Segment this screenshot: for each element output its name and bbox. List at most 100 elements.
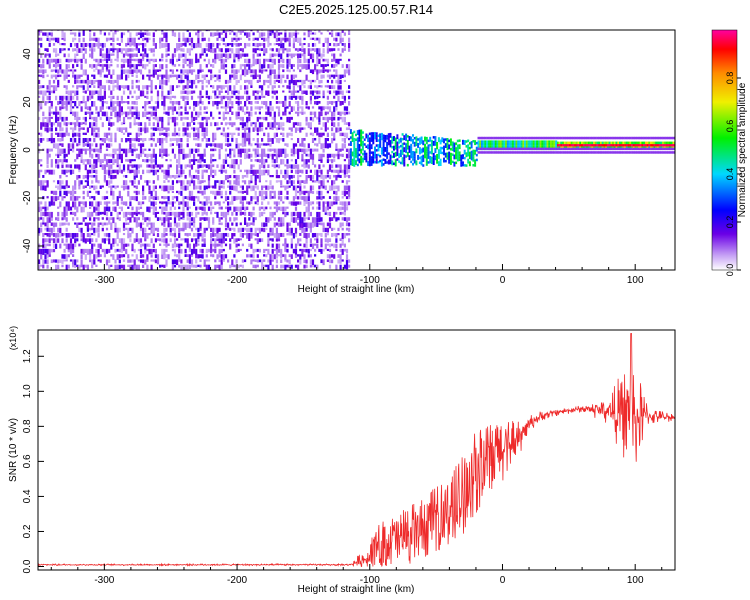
heatmap-cell [235, 90, 238, 93]
heatmap-cell [256, 58, 259, 65]
heatmap-cell [282, 90, 285, 93]
heatmap-cell [275, 259, 278, 264]
heatmap-cell [314, 111, 317, 118]
heatmap-cell [163, 222, 166, 227]
heatmap-cell [63, 48, 66, 51]
heatmap-cell [65, 169, 68, 174]
heatmap-cell [142, 48, 145, 52]
heatmap-cell [55, 132, 58, 135]
heatmap-cell [93, 69, 96, 72]
heatmap-cell [280, 190, 283, 195]
heatmap-cell [122, 169, 126, 172]
heatmap-cell [122, 127, 126, 130]
heatmap-cell [322, 143, 325, 149]
heatmap-cell [286, 53, 289, 58]
heatmap-cell [118, 101, 121, 107]
heatmap-cell [112, 53, 115, 56]
heatmap-cell [38, 64, 41, 68]
heatmap-cell [69, 111, 73, 115]
heatmap-cell [197, 32, 200, 38]
heatmap-cell [169, 69, 172, 72]
heatmap-cell [429, 156, 432, 159]
heatmap-cell [48, 254, 51, 257]
heatmap-cell [210, 27, 212, 30]
heatmap-cell [156, 116, 160, 123]
heatmap-cell [339, 175, 342, 178]
heatmap-cell [216, 74, 219, 81]
heatmap-cell [205, 143, 208, 148]
heatmap-cell [261, 227, 264, 232]
heatmap-cell [233, 217, 236, 222]
heatmap-cell [326, 127, 329, 130]
heatmap-cell [345, 196, 349, 200]
heatmap-cell [333, 85, 336, 90]
heatmap-cell [86, 43, 89, 47]
heatmap-cell [63, 211, 66, 218]
heatmap-cell [235, 185, 238, 192]
heatmap-cell [199, 143, 202, 147]
heatmap-cell [227, 196, 230, 200]
heatmap-cell [367, 146, 370, 150]
heatmap-cell [152, 64, 155, 70]
heatmap-cell [161, 233, 164, 238]
heatmap-cell [453, 161, 456, 165]
heatmap-cell [280, 37, 283, 44]
heatmap-cell [120, 138, 123, 143]
heatmap-cell [72, 32, 75, 35]
heatmap-cell [127, 85, 130, 91]
heatmap-cell [184, 227, 187, 230]
heatmap-cell [173, 243, 177, 248]
heatmap-cell [197, 190, 200, 194]
heatmap-cell [171, 227, 174, 231]
heatmap-cell [154, 101, 157, 104]
heatmap-cell [135, 74, 138, 78]
heatmap-cell [125, 58, 128, 63]
heatmap-cell [288, 32, 291, 38]
heatmap-cell [410, 153, 413, 156]
heatmap-cell [69, 190, 73, 196]
heatmap-cell [99, 243, 102, 249]
heatmap-cell [167, 116, 170, 123]
heatmap-cell [393, 152, 395, 156]
heatmap-cell [52, 201, 56, 206]
heatmap-cell [154, 153, 157, 160]
heatmap-cell [127, 74, 130, 79]
heatmap-cell [61, 116, 64, 122]
heatmap-cell [222, 106, 225, 109]
heatmap-cell [280, 64, 283, 68]
heatmap-cell [199, 95, 202, 102]
heatmap-cell [241, 138, 244, 144]
heatmap-cell [224, 148, 228, 152]
heatmap-cell [161, 164, 164, 168]
heatmap-cell [201, 48, 204, 54]
heatmap-cell [349, 157, 352, 161]
heatmap-cell [122, 48, 126, 51]
heatmap-cell [42, 211, 45, 216]
heatmap-cell [57, 233, 60, 238]
heatmap-cell [277, 122, 281, 128]
heatmap-cell [205, 164, 208, 168]
heatmap-cell [316, 243, 319, 249]
heatmap-cell [290, 169, 293, 174]
heatmap-cell [220, 85, 223, 90]
heatmap-cell [233, 196, 236, 201]
heatmap-cell [188, 243, 191, 250]
heatmap-cell [146, 30, 149, 32]
heatmap-cell [227, 101, 230, 107]
heatmap-cell [207, 222, 211, 229]
heatmap-cell [205, 111, 208, 114]
heatmap-cell [205, 138, 208, 143]
heatmap-cell [184, 264, 187, 270]
heatmap-cell [269, 58, 272, 63]
heatmap-cell [424, 136, 426, 140]
heatmap-cell [290, 95, 293, 100]
heatmap-cell [139, 132, 143, 136]
heatmap-cell [46, 264, 49, 269]
heatmap-cell [269, 211, 272, 217]
heatmap-cell [437, 154, 440, 157]
heatmap-cell [65, 159, 68, 163]
heatmap-cell [427, 149, 430, 152]
heatmap-cell [288, 180, 291, 184]
heatmap-cell [74, 159, 77, 162]
heatmap-cell [286, 211, 289, 216]
